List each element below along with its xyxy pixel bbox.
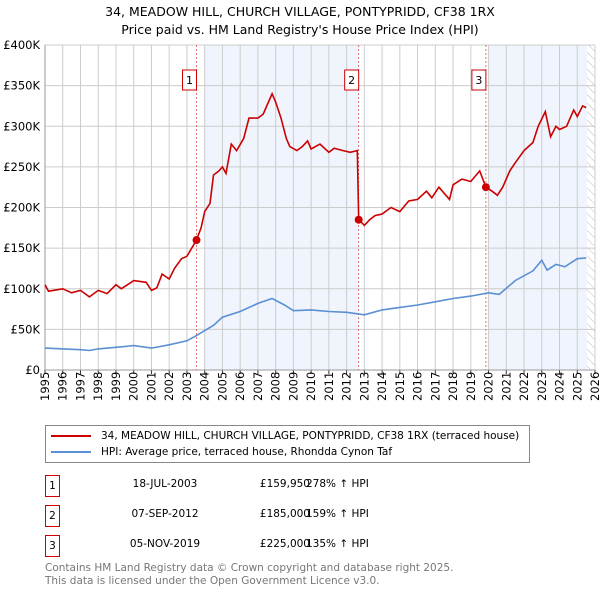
sale-label: 3: [475, 74, 482, 87]
y-tick-label: £300K: [3, 119, 40, 133]
sale-row: 3 05-NOV-2019 £225,000 135% ↑ HPI: [45, 535, 525, 557]
sale-label: 1: [186, 74, 193, 87]
legend-swatch-blue: [51, 451, 91, 453]
hpi-line: [44, 257, 587, 352]
x-tick-label: 1997: [73, 372, 87, 401]
sale-hpi: 159% ↑ HPI: [306, 508, 369, 520]
x-tick-label: 1998: [91, 372, 105, 401]
price-chart: 1995 1996 1997 1998 1999 2000 2001 2002 2003 2004…: [3, 38, 600, 401]
x-tick-label: 2005: [215, 372, 229, 401]
x-tick-label: 2022: [517, 372, 531, 401]
property-price-line: [44, 91, 587, 298]
x-tick-label: 2015: [393, 372, 407, 401]
y-tick-label: £150K: [3, 241, 40, 255]
sale-label: 2: [348, 74, 355, 87]
x-tick-label: 2000: [127, 372, 141, 401]
x-tick-label: 1999: [109, 372, 123, 401]
legend-item-property: 34, MEADOW HILL, CHURCH VILLAGE, PONTYPR…: [51, 428, 519, 444]
y-tick-label: £0: [25, 363, 40, 377]
sale-label-box: [471, 69, 487, 91]
sale-date: 05-NOV-2019: [129, 538, 201, 550]
footer-copyright: Contains HM Land Registry data © Crown c…: [45, 562, 454, 574]
x-tick-label: 2016: [411, 372, 425, 401]
chart-title: 34, MEADOW HILL, CHURCH VILLAGE, PONTYPR…: [105, 4, 495, 19]
chart-subtitle: Price paid vs. HM Land Registry's House …: [121, 22, 479, 37]
x-tick-label: 2014: [375, 372, 389, 401]
footer-licence: This data is licensed under the Open Gov…: [45, 575, 380, 587]
y-tick-label: £100K: [3, 282, 40, 296]
footer: Contains HM Land Registry data © Crown c…: [45, 562, 453, 588]
sale-date: 07-SEP-2012: [131, 508, 199, 520]
x-tick-label: 2006: [233, 372, 247, 401]
y-tick-label: £250K: [3, 160, 40, 174]
x-tick-label: 2003: [180, 372, 194, 401]
sale-price: £185,000: [259, 508, 310, 520]
sale-label-box: [344, 69, 360, 91]
sale-label-box: [182, 69, 198, 91]
x-tick-label: 2010: [304, 372, 318, 401]
x-tick-label: 2012: [340, 372, 354, 401]
x-tick-label: 2001: [144, 372, 158, 401]
sale-price: £225,000: [259, 538, 310, 550]
y-tick-label: £400K: [3, 38, 40, 52]
x-tick-label: 1996: [56, 372, 70, 401]
legend-label: HPI: Average price, terraced house, Rhon…: [101, 446, 393, 458]
y-tick-label: £200K: [3, 201, 40, 215]
x-tick-label: 2011: [322, 372, 336, 401]
y-tick-label: £350K: [3, 79, 40, 93]
legend-swatch-red: [51, 435, 91, 437]
sale-number: 3: [45, 535, 60, 557]
legend-item-hpi: HPI: Average price, terraced house, Rhon…: [51, 444, 392, 460]
sale-hpi: 278% ↑ HPI: [306, 478, 369, 490]
sale-point: [192, 236, 201, 245]
x-tick-label: 2026: [588, 372, 600, 401]
x-tick-label: 2009: [286, 372, 300, 401]
x-tick-label: 2004: [198, 372, 212, 401]
x-tick-label: 2008: [269, 372, 283, 401]
x-tick-label: 2013: [357, 372, 371, 401]
sale-price: £159,950: [259, 478, 310, 490]
sale-number: 2: [45, 505, 60, 527]
x-tick-label: 2019: [464, 372, 478, 401]
x-tick-label: 2025: [570, 372, 584, 401]
x-tick-label: 2023: [535, 372, 549, 401]
x-tick-label: 1995: [38, 372, 52, 401]
x-tick-label: 2024: [553, 372, 567, 401]
x-tick-label: 2021: [499, 372, 513, 401]
sale-date: 18-JUL-2003: [132, 478, 198, 490]
legend-label: 34, MEADOW HILL, CHURCH VILLAGE, PONTYPR…: [101, 430, 520, 442]
sale-number: 1: [45, 475, 60, 497]
x-tick-label: 2002: [162, 372, 176, 401]
sale-hpi: 135% ↑ HPI: [306, 538, 369, 550]
x-tick-label: 2018: [446, 372, 460, 401]
sale-row: 2 07-SEP-2012 £185,000 159% ↑ HPI: [45, 505, 525, 527]
legend: 34, MEADOW HILL, CHURCH VILLAGE, PONTYPR…: [45, 425, 530, 463]
sale-point: [354, 215, 363, 224]
y-tick-label: £50K: [11, 322, 41, 336]
x-tick-label: 2007: [251, 372, 265, 401]
x-tick-label: 2017: [428, 372, 442, 401]
sale-point: [481, 183, 490, 192]
sale-row: 1 18-JUL-2003 £159,950 278% ↑ HPI: [45, 475, 525, 497]
x-tick-label: 2020: [482, 372, 496, 401]
